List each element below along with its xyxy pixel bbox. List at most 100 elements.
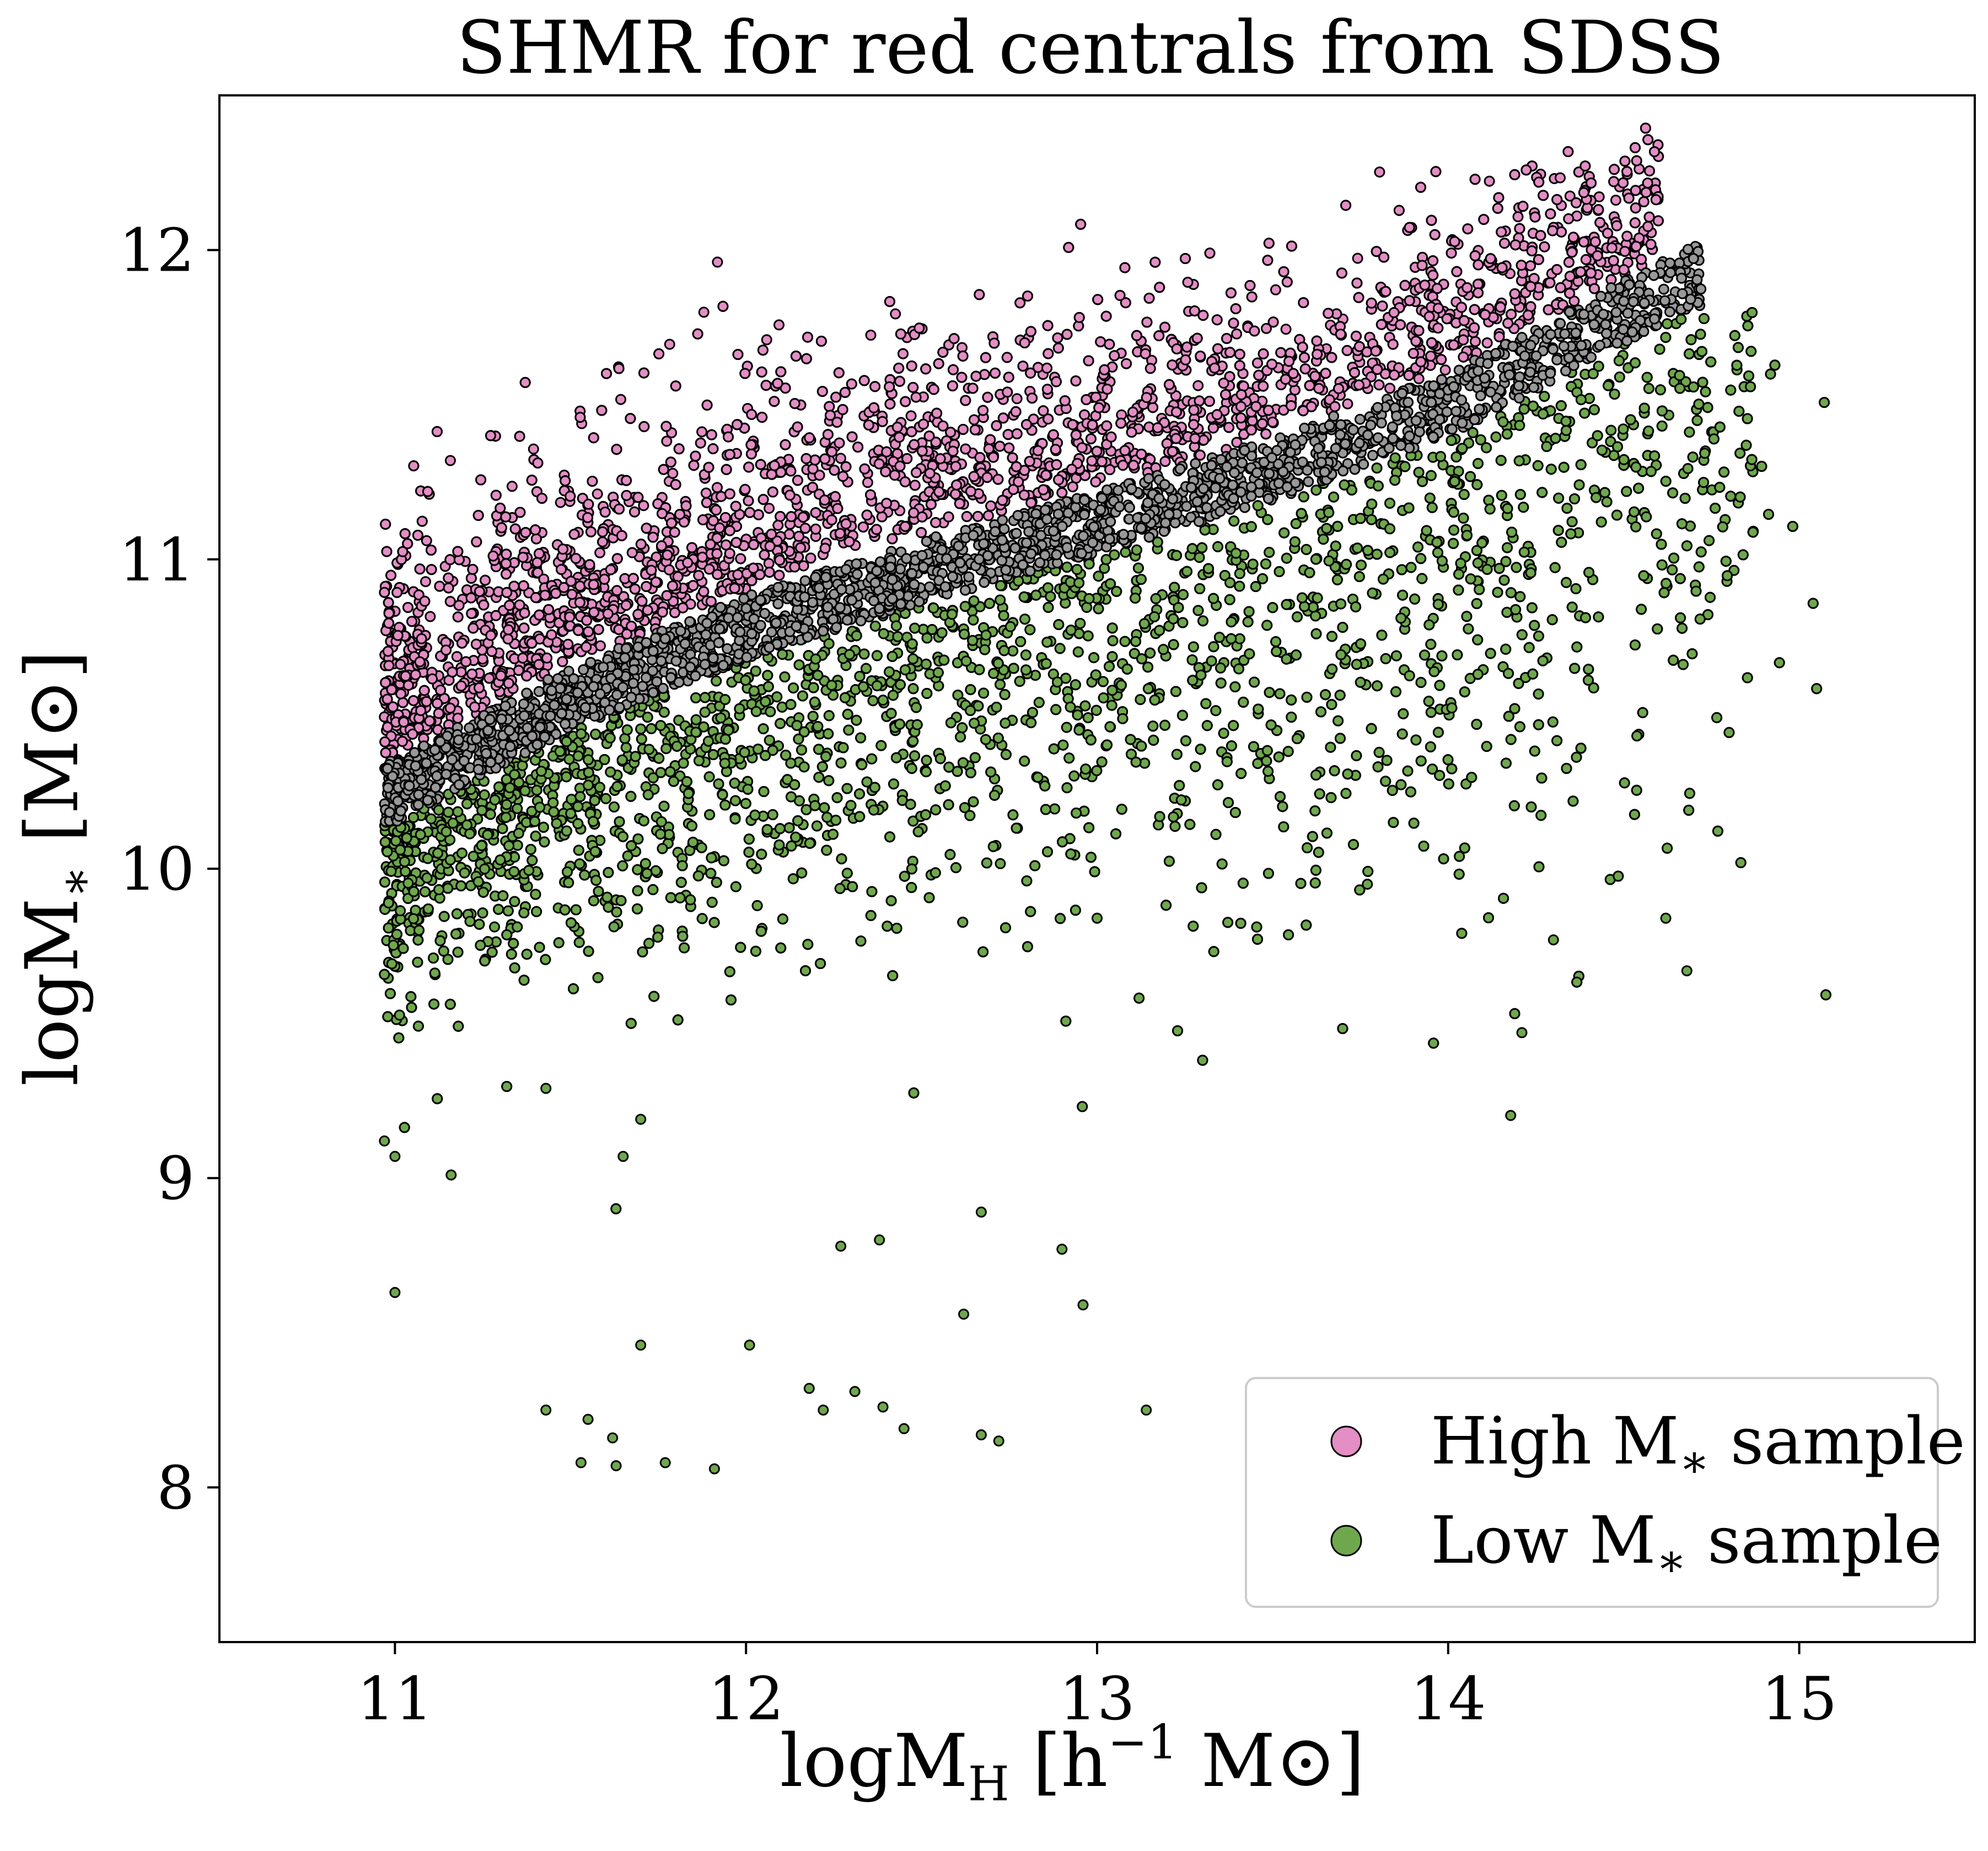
- high-sample-point: [1224, 347, 1236, 358]
- high-sample-point: [383, 597, 394, 609]
- high-sample-point: [1533, 176, 1545, 188]
- high-sample-point: [759, 549, 770, 561]
- high-sample-point: [465, 573, 477, 584]
- high-sample-point: [1642, 134, 1654, 146]
- high-sample-point: [772, 378, 783, 389]
- high-sample-point: [1204, 247, 1216, 259]
- high-sample-point: [1373, 379, 1385, 391]
- high-sample-point: [1225, 287, 1237, 299]
- high-sample-point: [1568, 295, 1580, 307]
- high-sample-point: [977, 405, 989, 416]
- high-sample-point: [957, 424, 969, 435]
- high-sample-point: [1643, 211, 1655, 223]
- high-sample-point: [700, 487, 712, 499]
- high-sample-point: [519, 376, 531, 388]
- high-sample-point: [629, 506, 640, 518]
- high-sample-point: [916, 527, 927, 539]
- high-sample-point: [673, 443, 685, 455]
- high-sample-point: [911, 467, 922, 478]
- high-sample-point: [698, 586, 710, 598]
- high-sample-point: [1353, 292, 1364, 303]
- high-sample-point: [1446, 247, 1457, 259]
- high-sample-point: [1258, 380, 1269, 392]
- high-sample-point: [881, 498, 893, 509]
- high-sample-point: [1095, 336, 1106, 348]
- high-sample-point: [928, 384, 939, 395]
- high-sample-point: [1086, 455, 1098, 467]
- high-sample-point: [1085, 433, 1097, 445]
- high-sample-point: [1311, 335, 1323, 347]
- high-sample-point: [414, 563, 426, 575]
- high-sample-point: [1610, 195, 1621, 206]
- high-sample-point: [517, 652, 529, 664]
- high-sample-point: [696, 426, 708, 438]
- high-sample-point: [1052, 342, 1064, 354]
- high-sample-point: [1462, 223, 1474, 235]
- high-sample-point: [1025, 497, 1037, 509]
- high-sample-point: [1298, 352, 1310, 363]
- high-sample-point: [1427, 255, 1439, 267]
- high-sample-point: [1261, 322, 1272, 334]
- high-sample-point: [638, 500, 649, 512]
- high-sample-point: [1512, 211, 1524, 223]
- high-sample-point: [1340, 200, 1352, 211]
- high-sample-point: [1462, 282, 1473, 293]
- high-sample-point: [890, 308, 901, 320]
- high-sample-point: [536, 493, 547, 504]
- high-sample-point: [792, 475, 803, 486]
- high-sample-point: [756, 366, 767, 378]
- high-sample-point: [1001, 352, 1013, 363]
- high-sample-point: [1571, 197, 1582, 208]
- high-sample-point: [1378, 251, 1390, 263]
- high-sample-point: [1555, 282, 1566, 293]
- high-sample-point: [1439, 364, 1451, 376]
- high-sample-point: [1299, 363, 1311, 375]
- high-sample-point: [780, 439, 791, 450]
- high-sample-point: [974, 289, 985, 300]
- high-sample-point: [1469, 304, 1480, 315]
- high-sample-point: [1159, 321, 1170, 333]
- high-sample-point: [596, 405, 608, 416]
- high-sample-point: [698, 306, 710, 318]
- high-sample-point: [693, 569, 705, 581]
- high-sample-point: [1246, 291, 1258, 303]
- high-sample-point: [658, 464, 669, 475]
- high-sample-point: [923, 431, 935, 442]
- high-sample-point: [1493, 192, 1505, 203]
- high-sample-point: [697, 514, 709, 525]
- high-sample-point: [1529, 211, 1541, 223]
- high-sample-point: [839, 386, 851, 398]
- high-sample-point: [991, 420, 1002, 432]
- high-sample-point: [1073, 312, 1085, 323]
- high-sample-point: [743, 495, 754, 507]
- high-sample-point: [530, 592, 541, 604]
- high-sample-point: [420, 576, 431, 588]
- high-sample-point: [1413, 373, 1425, 385]
- high-sample-point: [1014, 297, 1026, 309]
- high-sample-point: [837, 404, 848, 415]
- high-sample-point: [1374, 166, 1385, 178]
- high-sample-point: [1263, 238, 1275, 249]
- high-sample-point: [408, 695, 419, 707]
- high-sample-point: [475, 474, 487, 486]
- high-sample-point: [1192, 380, 1204, 391]
- high-sample-point: [557, 656, 568, 668]
- high-sample-point: [1104, 338, 1115, 350]
- high-sample-point: [724, 449, 735, 460]
- high-sample-point: [711, 482, 723, 493]
- high-sample-point: [807, 463, 819, 475]
- high-sample-point: [1003, 442, 1015, 454]
- high-sample-point: [1182, 277, 1194, 288]
- high-sample-point: [846, 378, 857, 390]
- high-sample-point: [1568, 232, 1579, 243]
- high-sample-point: [869, 381, 881, 392]
- high-sample-point: [1496, 226, 1507, 238]
- high-sample-point: [1119, 262, 1131, 273]
- high-sample-point: [1336, 267, 1347, 279]
- high-sample-point: [948, 333, 960, 345]
- high-sample-point: [560, 475, 571, 487]
- high-sample-point: [451, 651, 463, 663]
- high-sample-point: [1100, 310, 1112, 322]
- high-sample-point: [1566, 246, 1578, 258]
- high-sample-point: [597, 526, 608, 537]
